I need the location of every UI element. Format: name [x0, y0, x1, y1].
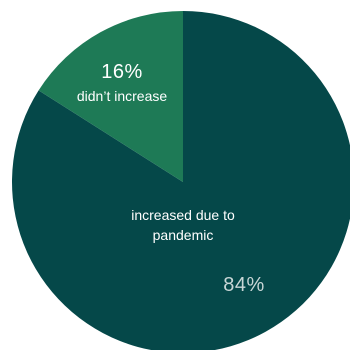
- slice-value-label-increased: 84%: [223, 274, 265, 296]
- pie-slices: [12, 11, 350, 350]
- pie-labels: 16% didn’t increase increased due to pan…: [77, 61, 265, 296]
- slice-label-increased-line-2: pandemic: [153, 227, 214, 243]
- pie-slice-increased-due-to-pandemic: [12, 11, 350, 350]
- slice-label-increased-line-1: increased due to: [131, 207, 235, 223]
- pie-slice-didn-t-increase: [38, 11, 183, 182]
- slice-label-didnt-increase: didn’t increase: [77, 88, 167, 104]
- slice-value-label-didnt-increase: 16%: [101, 61, 143, 83]
